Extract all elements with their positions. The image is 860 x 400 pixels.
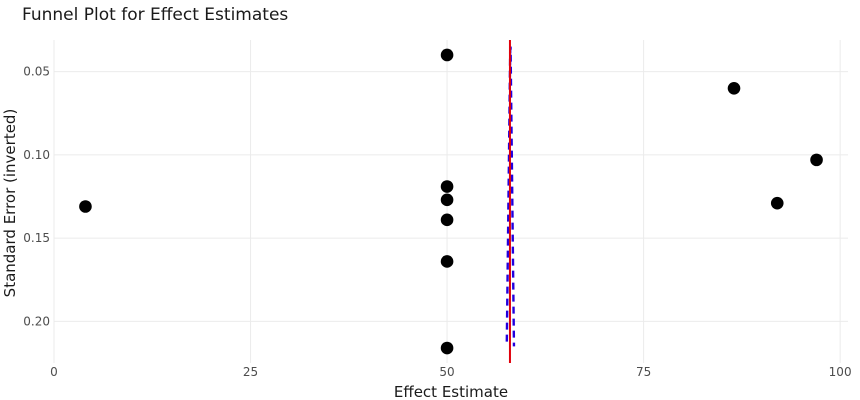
data-point bbox=[440, 341, 454, 355]
x-tick-label: 25 bbox=[243, 365, 258, 379]
data-point bbox=[727, 81, 741, 95]
y-tick-label: 0.15 bbox=[23, 231, 50, 245]
data-point bbox=[440, 213, 454, 227]
grid-layer bbox=[53, 40, 848, 363]
data-point bbox=[440, 180, 454, 193]
data-point bbox=[810, 153, 823, 167]
x-tick-label: 75 bbox=[636, 365, 651, 379]
data-point bbox=[440, 255, 454, 268]
x-tick-label: 100 bbox=[829, 365, 852, 379]
y-tick-label: 0.05 bbox=[23, 65, 50, 79]
data-point bbox=[79, 200, 92, 213]
reference-lines bbox=[505, 40, 516, 363]
funnel-upper-bound bbox=[509, 46, 516, 347]
x-axis-title: Effect Estimate bbox=[394, 383, 508, 400]
data-point bbox=[770, 196, 784, 210]
y-tick-label: 0.10 bbox=[23, 148, 50, 162]
data-points bbox=[79, 48, 823, 355]
x-tick-label: 0 bbox=[50, 365, 58, 379]
chart-title: Funnel Plot for Effect Estimates bbox=[22, 5, 288, 25]
x-tick-label: 50 bbox=[439, 365, 454, 379]
data-point bbox=[440, 48, 454, 62]
data-point bbox=[440, 193, 454, 207]
axis-ticks: 0 25 50 75 100 0.05 0.10 0.15 0.20 bbox=[23, 65, 851, 379]
y-axis-title: Standard Error (inverted) bbox=[1, 109, 19, 298]
y-tick-label: 0.20 bbox=[23, 314, 50, 328]
